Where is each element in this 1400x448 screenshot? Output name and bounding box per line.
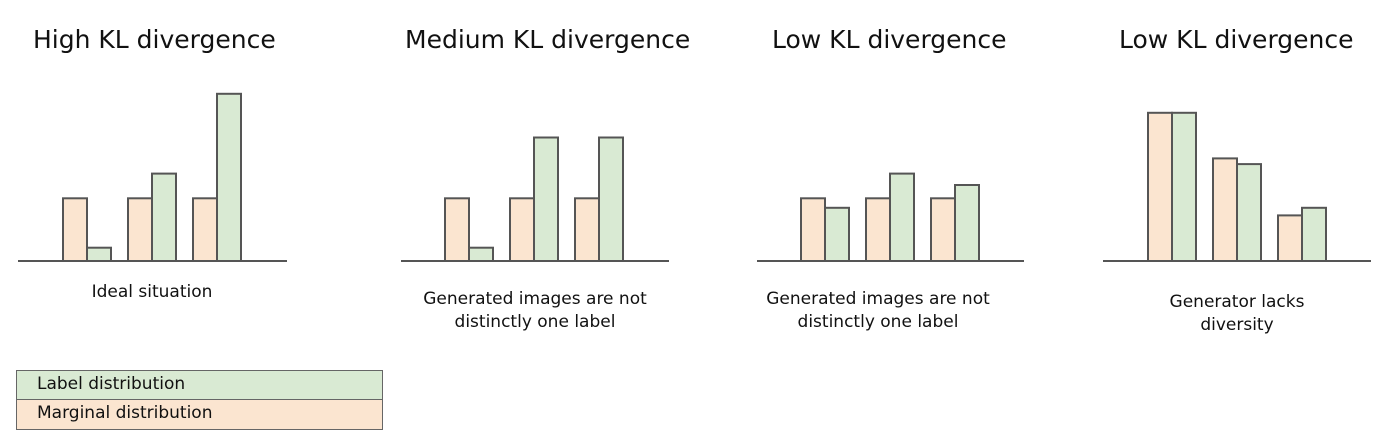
panel-1-bars (62, 92, 242, 263)
panel-4-bar-marginal-distribution-2 (1212, 157, 1238, 262)
panel-2-caption: Generated images are not distinctly one … (423, 289, 647, 332)
panel-1-bar-marginal-distribution-1 (62, 197, 88, 263)
panel-3-bar-label-distribution-2 (889, 172, 915, 263)
panel-4-caption: Generator lacks diversity (1169, 292, 1305, 335)
panel-2-bar-label-distribution-2 (533, 136, 559, 262)
panel-1-caption: Ideal situation (91, 282, 213, 302)
panel-3-bar-label-distribution-1 (824, 206, 850, 263)
panel-2-bars (444, 136, 624, 263)
panel-3-bars (800, 172, 980, 263)
panel-1-bar-label-distribution-1 (86, 246, 112, 262)
panel-2-bar-label-distribution-3 (598, 136, 624, 262)
panel-3-bar-marginal-distribution-2 (865, 197, 891, 263)
legend-item-marginal-distribution: Marginal distribution (16, 400, 383, 430)
panel-4-bar-label-distribution-2 (1236, 163, 1262, 263)
panel-4-title: Low KL divergence (1119, 25, 1354, 54)
panel-3-bar-marginal-distribution-3 (930, 197, 956, 263)
panel-2-bar-label-distribution-1 (468, 246, 494, 262)
panel-2-bar-marginal-distribution-2 (509, 197, 535, 263)
panel-1-bar-label-distribution-3 (216, 92, 242, 262)
legend-item-label-distribution: Label distribution (16, 370, 383, 400)
panel-1-bar-label-distribution-2 (151, 172, 177, 263)
panel-2-bar-marginal-distribution-3 (574, 197, 600, 263)
legend: Label distribution Marginal distribution (16, 370, 383, 430)
panel-2-bar-marginal-distribution-1 (444, 197, 470, 263)
panel-1-bar-marginal-distribution-3 (192, 197, 218, 263)
panel-4-bar-label-distribution-3 (1301, 206, 1327, 263)
panel-2-title: Medium KL divergence (405, 25, 691, 54)
panel-3-bar-label-distribution-3 (954, 184, 980, 262)
panel-4-bar-label-distribution-1 (1171, 111, 1197, 262)
panel-4-bar-marginal-distribution-3 (1277, 214, 1303, 262)
panel-3-title: Low KL divergence (772, 25, 1007, 54)
panel-4-bar-marginal-distribution-1 (1147, 111, 1173, 262)
panel-3-caption: Generated images are not distinctly one … (766, 289, 990, 332)
panel-4-bars (1147, 111, 1327, 263)
panel-1-title: High KL divergence (33, 25, 276, 54)
panel-1-bar-marginal-distribution-2 (127, 197, 153, 263)
panel-3-bar-marginal-distribution-1 (800, 197, 826, 263)
